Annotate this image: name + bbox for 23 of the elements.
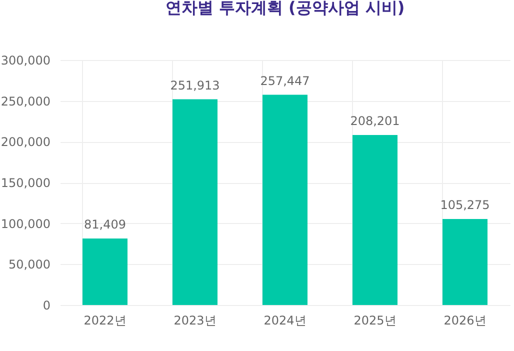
bar [262, 94, 308, 305]
bar [172, 99, 218, 305]
data-label: 105,275 [440, 198, 490, 212]
chart-title: 연차별 투자계획 (공약사업 시비) [165, 0, 405, 17]
y-tick-label: 50,000 [8, 258, 50, 272]
bar [442, 219, 488, 305]
x-tick-label: 2023년 [174, 314, 216, 328]
data-label: 81,409 [84, 218, 126, 232]
y-tick-label: 300,000 [0, 54, 50, 68]
y-tick-label: 250,000 [0, 94, 50, 108]
bar [82, 238, 128, 305]
x-tick-label: 2025년 [354, 314, 396, 328]
x-tick-label: 2026년 [444, 314, 486, 328]
y-tick-label: 150,000 [0, 176, 50, 190]
bar [352, 134, 398, 305]
data-label: 257,447 [260, 74, 310, 88]
x-tick-label: 2022년 [84, 314, 126, 328]
x-tick-label: 2024년 [264, 314, 306, 328]
data-label: 208,201 [350, 114, 400, 128]
y-tick-label: 100,000 [0, 216, 50, 231]
y-tick-label: 0 [42, 298, 50, 312]
data-label: 251,913 [170, 78, 220, 92]
y-tick-label: 200,000 [0, 135, 50, 150]
